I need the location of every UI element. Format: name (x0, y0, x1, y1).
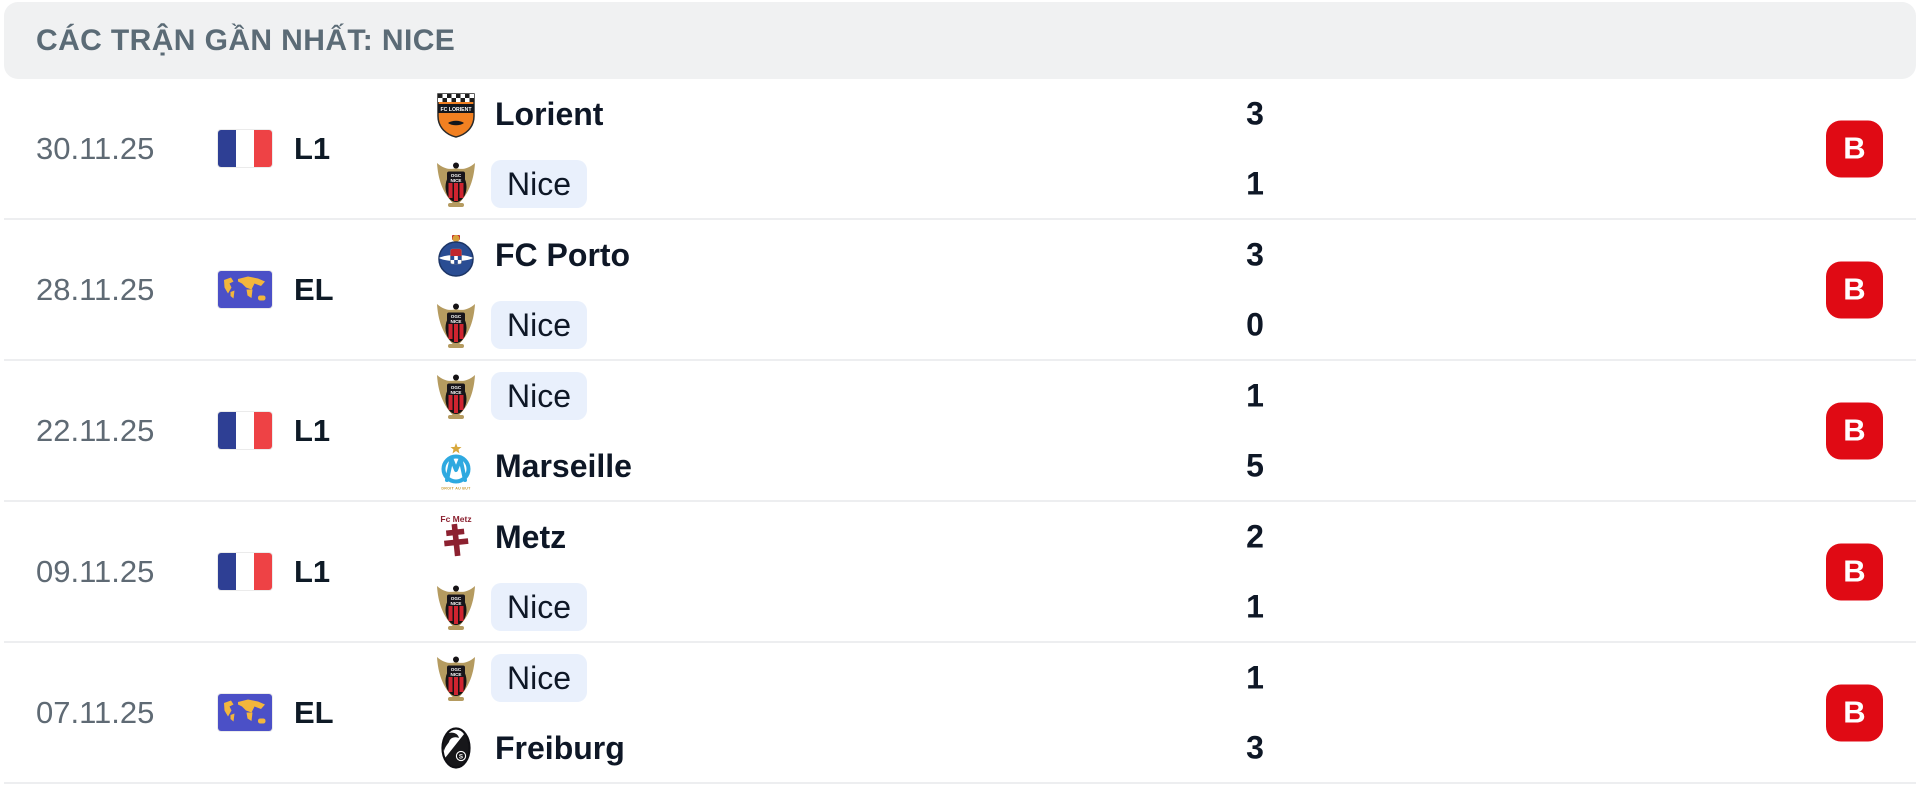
team-line-away: Nice 0 (433, 297, 1916, 353)
team-line-home: Lorient 3 (433, 86, 1916, 142)
team-score: 0 (1246, 306, 1264, 342)
teams-cell: Nice 1 Marseille 5 (433, 368, 1916, 494)
ogc-nice-crest-icon (433, 653, 479, 703)
team-name: Nice (491, 653, 588, 702)
recent-matches-card: CÁC TRẬN GẦN NHẤT: NICE 30.11.25 L1 Lori… (4, 2, 1916, 784)
card-header: CÁC TRẬN GẦN NHẤT: NICE (4, 2, 1916, 79)
sc-freiburg-crest-icon (433, 723, 479, 773)
competition-code: EL (294, 271, 334, 307)
competition-code: L1 (294, 553, 331, 589)
loss-result-badge: B (1826, 402, 1883, 459)
team-score: 1 (1246, 659, 1264, 695)
team-score: 1 (1246, 165, 1264, 201)
loss-result-badge: B (1826, 120, 1883, 177)
team-line-away: Nice 1 (433, 156, 1916, 212)
ogc-nice-crest-icon (433, 371, 479, 421)
team-score: 5 (1246, 447, 1264, 483)
teams-cell: Metz 2 Nice 1 (433, 509, 1916, 635)
team-score: 1 (1246, 588, 1264, 624)
fc-metz-crest-icon (433, 512, 479, 562)
team-name: Nice (491, 582, 588, 631)
match-row[interactable]: 28.11.25 EL FC Porto 3 Nice 0 (4, 220, 1916, 361)
team-score: 3 (1246, 236, 1264, 272)
ogc-nice-crest-icon (433, 582, 479, 632)
team-name: Freiburg (495, 729, 625, 766)
team-name: Lorient (495, 95, 604, 132)
team-line-home: Metz 2 (433, 509, 1916, 565)
competition-cell: EL (218, 694, 433, 731)
card-title: CÁC TRẬN GẦN NHẤT: NICE (36, 23, 456, 57)
team-name: Metz (495, 518, 567, 555)
competition-code: L1 (294, 130, 331, 166)
france-flag-icon (218, 412, 272, 449)
team-line-home: FC Porto 3 (433, 227, 1916, 283)
team-score: 1 (1246, 377, 1264, 413)
team-name: Nice (491, 159, 588, 208)
teams-cell: Lorient 3 Nice 1 (433, 86, 1916, 212)
team-score: 3 (1246, 95, 1264, 131)
loss-result-badge: B (1826, 543, 1883, 600)
team-name: Nice (491, 300, 588, 349)
fc-lorient-crest-icon (433, 89, 479, 139)
match-date: 07.11.25 (36, 694, 155, 730)
match-row[interactable]: 30.11.25 L1 Lorient 3 Nice 1 (4, 79, 1916, 220)
match-row[interactable]: 09.11.25 L1 Metz 2 Nice 1 (4, 502, 1916, 643)
olympique-marseille-crest-icon (433, 441, 479, 491)
team-line-away: Marseille 5 (433, 438, 1916, 494)
teams-cell: FC Porto 3 Nice 0 (433, 227, 1916, 353)
ogc-nice-crest-icon (433, 300, 479, 350)
team-name: Marseille (495, 447, 632, 484)
team-score: 2 (1246, 518, 1264, 554)
france-flag-icon (218, 553, 272, 590)
team-line-away: Nice 1 (433, 579, 1916, 635)
competition-cell: L1 (218, 412, 433, 449)
europa-league-icon (218, 694, 272, 731)
loss-result-badge: B (1826, 261, 1883, 318)
match-date: 30.11.25 (36, 130, 155, 166)
loss-result-badge: B (1826, 684, 1883, 741)
france-flag-icon (218, 130, 272, 167)
competition-cell: EL (218, 271, 433, 308)
match-date: 28.11.25 (36, 271, 155, 307)
ogc-nice-crest-icon (433, 159, 479, 209)
teams-cell: Nice 1 Freiburg 3 (433, 650, 1916, 776)
match-row[interactable]: 07.11.25 EL Nice 1 Freiburg 3 (4, 643, 1916, 784)
team-line-home: Nice 1 (433, 368, 1916, 424)
competition-code: EL (294, 694, 334, 730)
competition-code: L1 (294, 412, 331, 448)
europa-league-icon (218, 271, 272, 308)
team-name: Nice (491, 371, 588, 420)
match-row[interactable]: 22.11.25 L1 Nice 1 Marseille 5 (4, 361, 1916, 502)
fc-porto-crest-icon (433, 230, 479, 280)
team-name: FC Porto (495, 236, 631, 273)
competition-cell: L1 (218, 130, 433, 167)
match-list: 30.11.25 L1 Lorient 3 Nice 1 (4, 79, 1916, 784)
competition-cell: L1 (218, 553, 433, 590)
match-date: 22.11.25 (36, 412, 155, 448)
team-line-home: Nice 1 (433, 650, 1916, 706)
match-date: 09.11.25 (36, 553, 155, 589)
team-score: 3 (1246, 729, 1264, 765)
team-line-away: Freiburg 3 (433, 720, 1916, 776)
